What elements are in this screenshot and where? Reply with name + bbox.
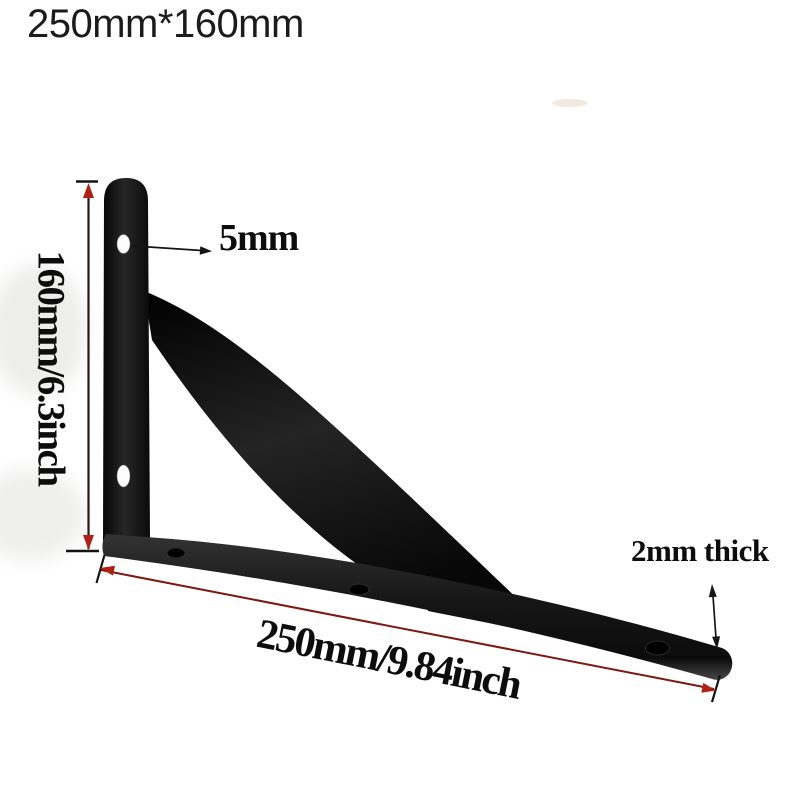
length-arrowhead-left <box>100 565 115 576</box>
hole-arrowhead-left <box>131 242 144 251</box>
height-arrowhead-up <box>83 183 94 198</box>
height-arrowhead-down <box>83 535 94 550</box>
bracket-body <box>102 178 733 680</box>
screw-hole-arm-3 <box>645 640 670 656</box>
hole-diameter-annotation <box>131 242 212 255</box>
bracket-horizontal-arm <box>102 534 733 680</box>
bracket-diagonal-support <box>144 291 546 626</box>
length-dimension-right-tick <box>710 674 722 703</box>
background-blob <box>0 265 86 395</box>
hole-diameter-label: 5mm <box>219 217 299 259</box>
thickness-label: 2mm thick <box>631 533 769 568</box>
length-dimension-line <box>100 569 715 690</box>
hole-arrowhead-right <box>199 246 212 255</box>
thickness-arrow-line <box>711 588 718 646</box>
height-dimension <box>66 180 99 553</box>
height-dimension-label: 160mm/6.3inch <box>29 250 73 486</box>
screw-hole-arm-1 <box>166 547 186 559</box>
background-blob <box>0 470 85 560</box>
length-arrowhead-right <box>701 682 716 693</box>
thickness-annotation <box>708 584 721 650</box>
size-title: 250mm*160mm <box>27 2 304 46</box>
length-dimension <box>95 554 722 703</box>
background-smudge <box>552 99 588 107</box>
thickness-arrowhead-up <box>708 584 717 598</box>
bracket-vertical-arm <box>103 178 150 552</box>
screw-hole-top <box>116 234 131 254</box>
length-dimension-left-tick <box>95 554 106 584</box>
hole-arrow-line <box>133 245 210 252</box>
thickness-arrowhead-down <box>712 636 721 650</box>
background-shading <box>0 99 588 560</box>
screw-hole-middle <box>116 464 131 488</box>
screw-hole-arm-2 <box>348 583 370 596</box>
